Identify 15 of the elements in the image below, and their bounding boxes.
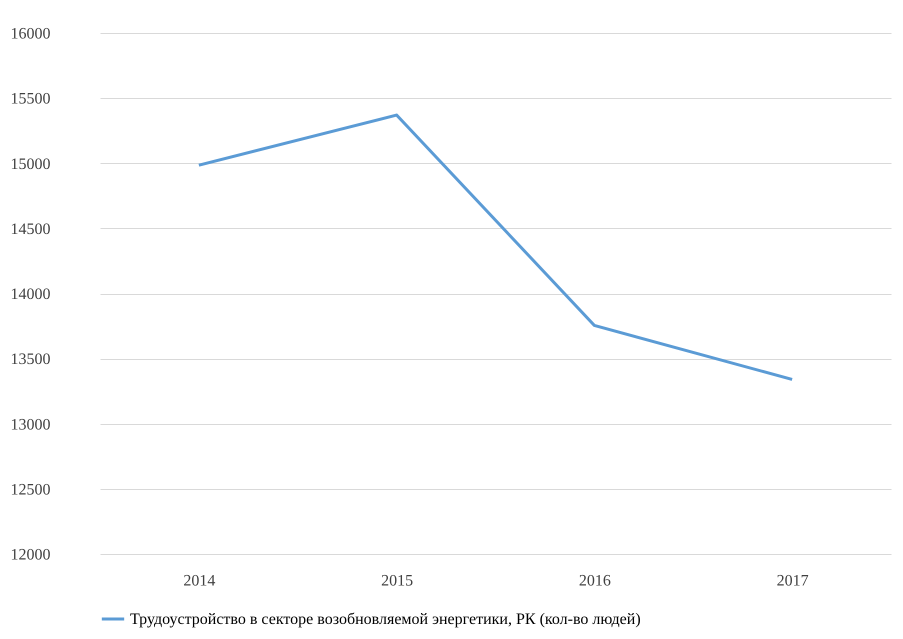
legend-label: Трудоустройство в секторе возобновляемой энергетики, РК (кол-во людей) xyxy=(130,611,641,628)
x-tick-label: 2015 xyxy=(381,572,414,590)
y-tick-label: 13000 xyxy=(10,416,50,434)
y-tick-label: 16000 xyxy=(10,26,50,42)
line-series xyxy=(197,114,794,381)
y-tick-label: 13500 xyxy=(10,351,50,368)
x-tick-label: 2016 xyxy=(578,572,611,590)
x-tick-label: 2017 xyxy=(776,572,809,590)
y-tick-label: 12000 xyxy=(10,546,50,564)
x-tick-label: 2014 xyxy=(183,572,216,590)
y-tick-label: 15000 xyxy=(10,156,50,173)
y-tick-label: 14500 xyxy=(10,220,50,238)
y-tick-label: 14000 xyxy=(10,286,50,303)
y-tick-label: 12500 xyxy=(10,481,50,498)
y-tick-label: 15500 xyxy=(10,90,50,108)
